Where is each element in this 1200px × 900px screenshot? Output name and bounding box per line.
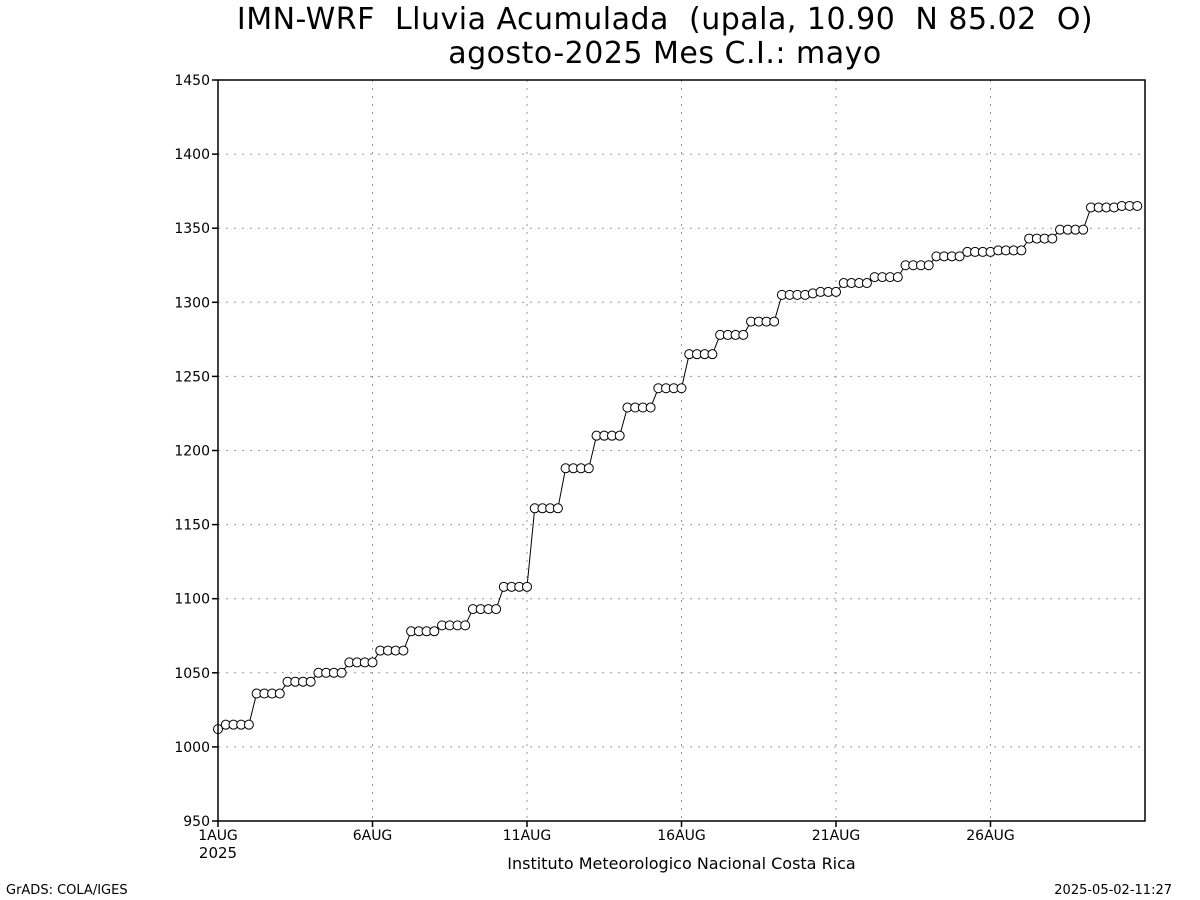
data-point (645, 402, 656, 413)
y-tick-label: 1250 (174, 369, 210, 385)
x-tick-label: 21AUG (812, 828, 861, 844)
series-accumulated-rainfall (213, 200, 1143, 735)
x-tick-label: 11AUG (503, 828, 552, 844)
data-point (243, 719, 254, 730)
data-point (491, 604, 502, 615)
data-point (954, 251, 965, 262)
data-point (707, 349, 718, 360)
y-tick-label: 1050 (174, 666, 210, 682)
data-point (305, 676, 316, 687)
y-tick-label: 1150 (174, 518, 210, 534)
data-point (769, 316, 780, 327)
data-point (1078, 224, 1089, 235)
data-point (336, 667, 347, 678)
x-tick-label: 6AUG (353, 828, 393, 844)
x-tick-sublabel: 2025 (199, 844, 237, 862)
chart-subtitle: agosto-2025 Mes C.I.: mayo (448, 36, 882, 71)
y-tick-label: 1350 (174, 221, 210, 237)
data-point (861, 278, 872, 289)
data-point (522, 581, 532, 592)
x-tick-label: 16AUG (657, 828, 706, 844)
data-point (429, 626, 440, 637)
data-point (552, 503, 563, 514)
y-axis: 950 1000 1050 1100 1150 1200 1250 1300 1350 1400 1… (174, 73, 218, 830)
chart-title: IMN-WRF Lluvia Acumulada (upala, 10.90 N… (236, 2, 1094, 37)
data-point (1132, 200, 1143, 211)
grid-lines (218, 80, 1145, 821)
data-point (367, 657, 378, 668)
grads-credit: GrADS: COLA/IGES (6, 883, 128, 898)
y-tick-label: 1450 (174, 73, 210, 89)
x-tick-label: 1AUG (198, 828, 238, 844)
timestamp: 2025-05-02-11:27 (1054, 883, 1172, 898)
data-point (614, 430, 625, 441)
y-tick-label: 1300 (174, 295, 210, 311)
data-point (398, 645, 409, 656)
data-point (738, 329, 749, 340)
plot-frame (217, 79, 1146, 822)
data-point (274, 688, 285, 699)
data-point (892, 272, 903, 283)
y-tick-label: 950 (183, 814, 210, 830)
data-point (460, 620, 471, 631)
y-tick-label: 1200 (174, 444, 210, 460)
data-point (1047, 233, 1058, 244)
data-point (831, 286, 841, 297)
y-tick-label: 1000 (174, 740, 210, 756)
data-point (1016, 245, 1027, 256)
x-tick-label: 26AUG (966, 828, 1015, 844)
data-point (676, 383, 687, 394)
data-point (583, 463, 594, 474)
data-point (923, 260, 934, 271)
y-tick-label: 1400 (174, 147, 210, 163)
x-axis-label: Instituto Meteorologico Nacional Costa R… (507, 854, 855, 873)
y-tick-label: 1100 (174, 592, 210, 608)
series-line (217, 205, 1138, 730)
